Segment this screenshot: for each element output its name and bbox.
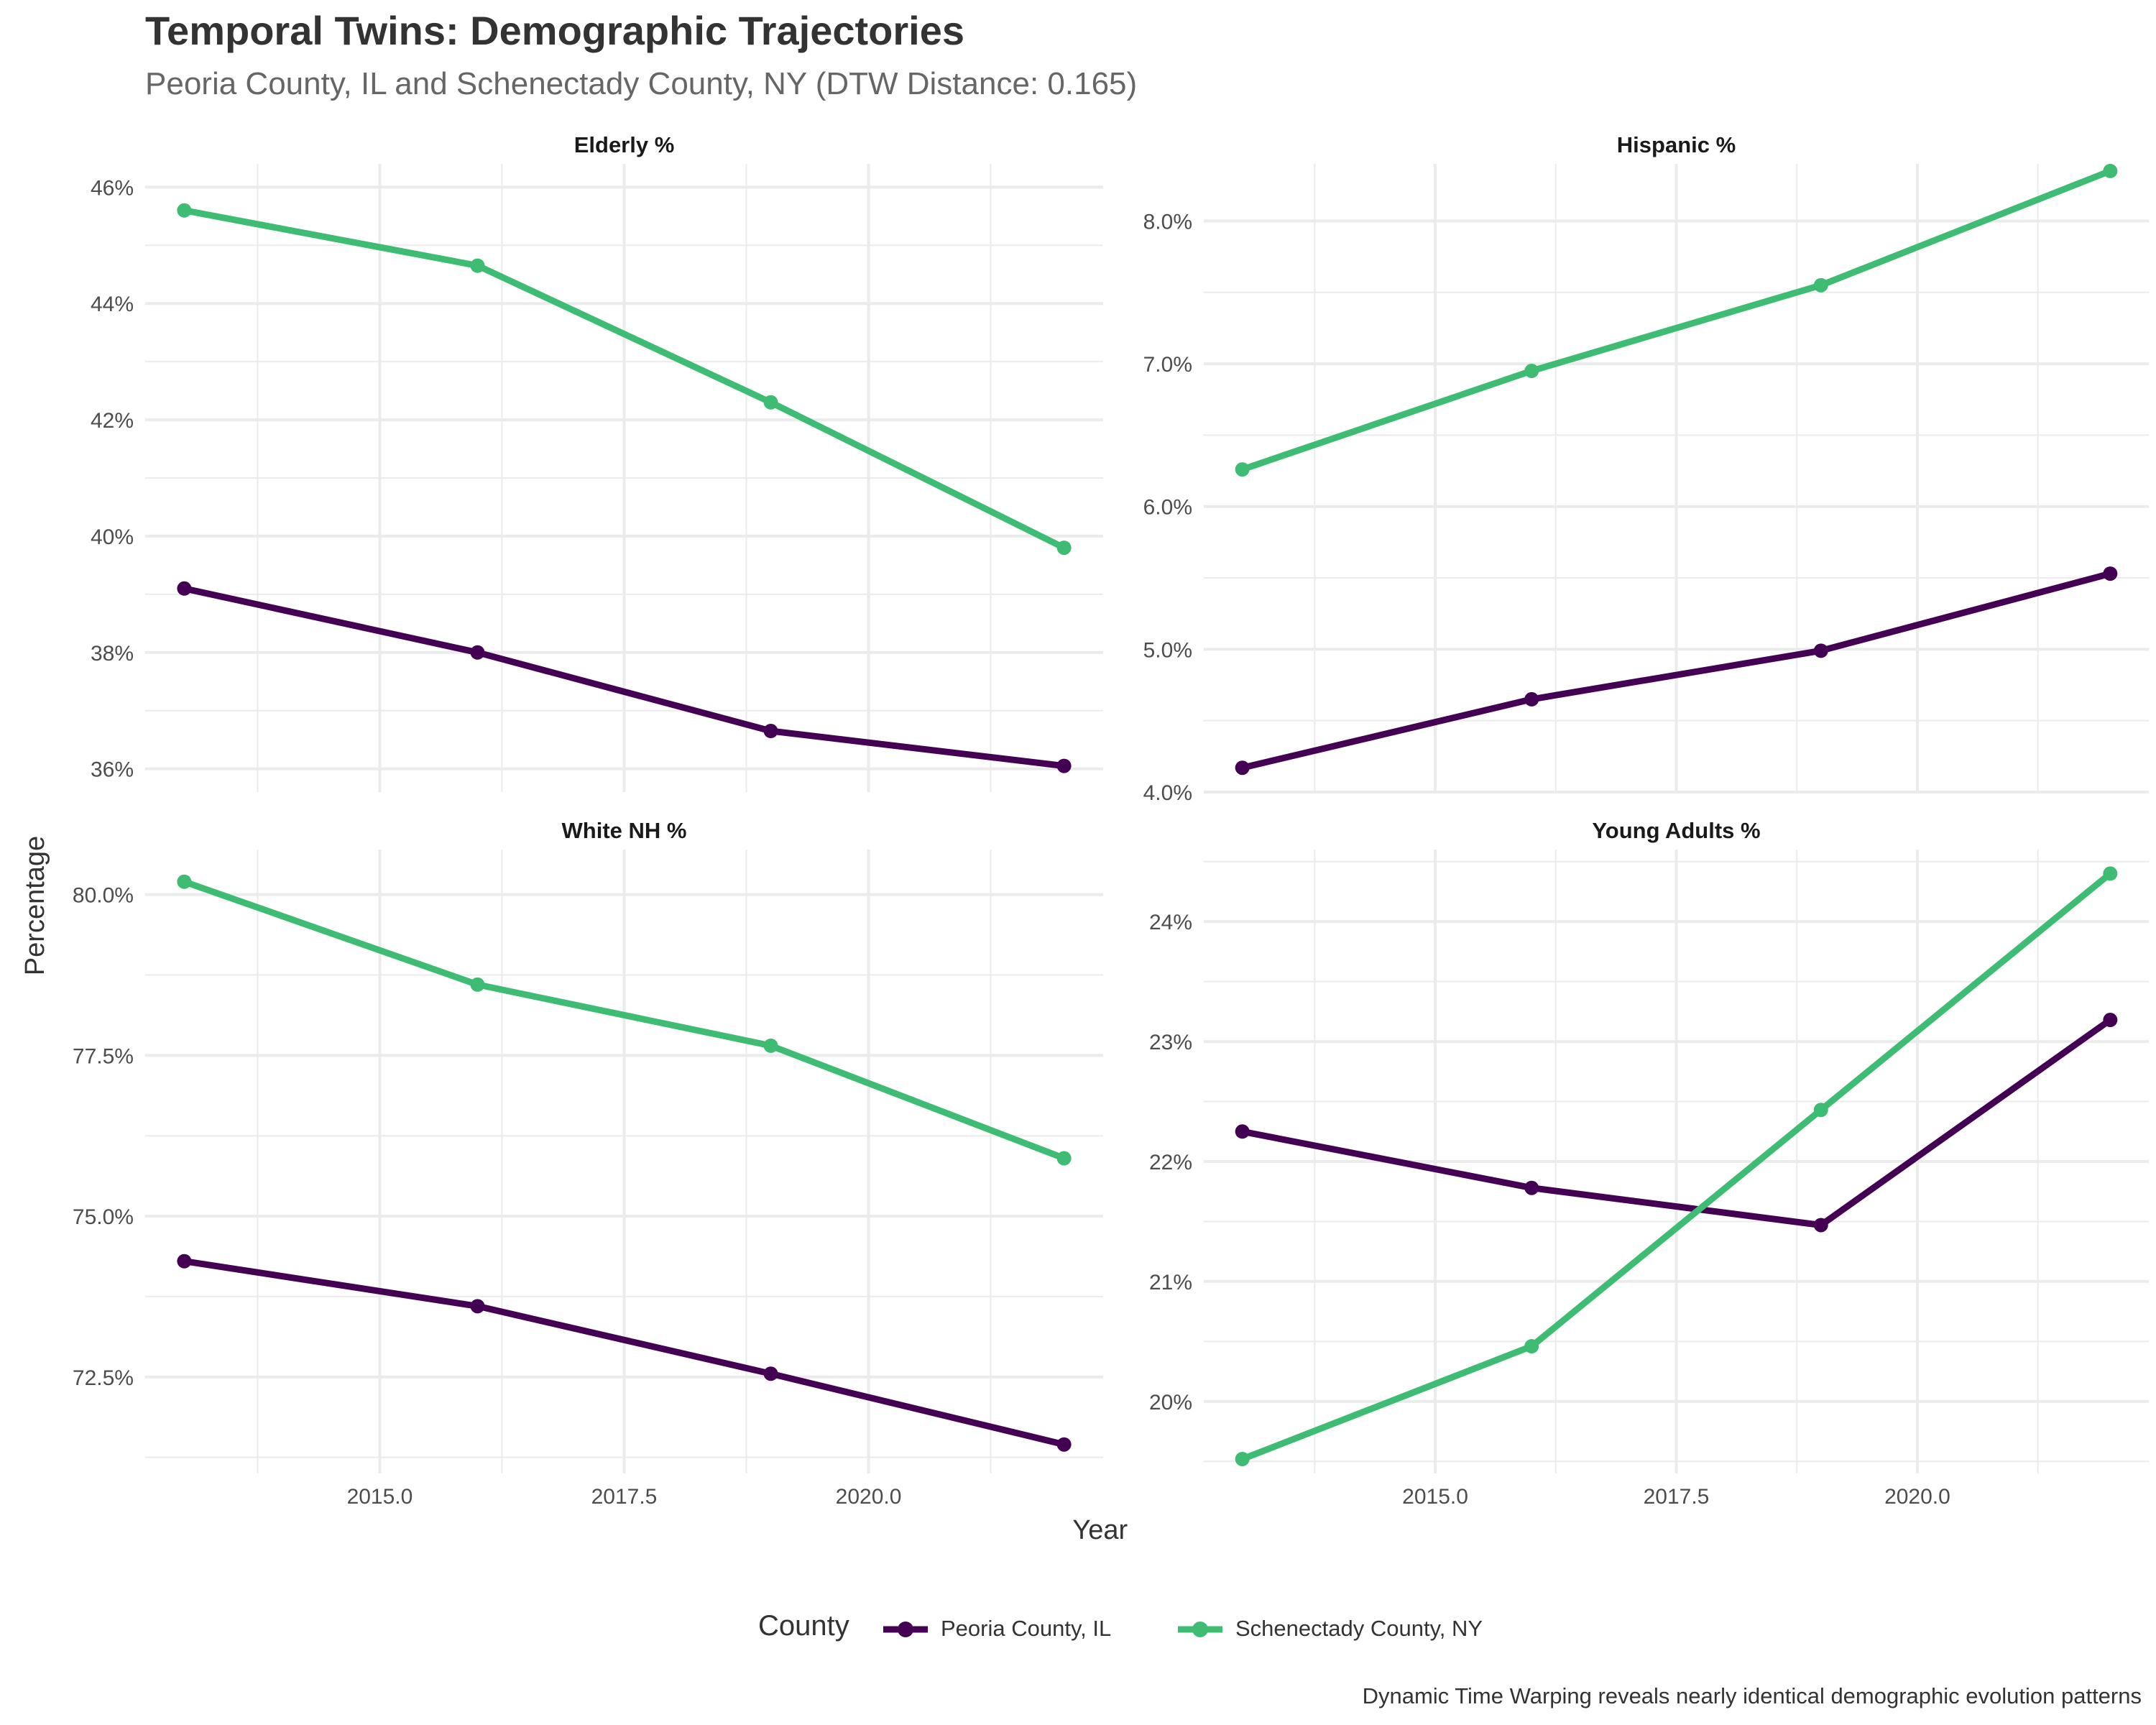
data-point-schenectady <box>1524 364 1539 379</box>
data-point-schenectady <box>1813 277 1828 293</box>
data-point-schenectady <box>1813 1103 1828 1118</box>
series-line-peoria <box>1241 1017 2112 1228</box>
series-line-schenectady <box>183 878 1066 1162</box>
x-axis-label-box: Year <box>1072 1515 1150 1546</box>
panel-hispanic: Hispanic % 4.0% 5.0% 6.0% 7.0% 8.0% <box>1143 132 2149 805</box>
data-point-schenectady <box>470 258 485 273</box>
data-point-schenectady <box>1235 1451 1250 1466</box>
data-point-peoria <box>2103 566 2118 581</box>
data-point-peoria <box>1056 1437 1072 1452</box>
chart-title: Temporal Twins: Demographic Trajectories <box>145 8 964 53</box>
faceted-line-chart: Elderly % 36% 38% 40% 42% 44% 46% Hispanic % 4.0… <box>73 132 2149 1509</box>
data-point-schenectady <box>763 395 778 410</box>
series-line-schenectady <box>1241 870 2113 1463</box>
series-line-peoria <box>183 585 1065 770</box>
x-tick-label: 2017.5 <box>591 1485 658 1509</box>
data-point-schenectady <box>177 874 192 889</box>
y-tick-label: 44% <box>91 293 134 316</box>
panel-title-elderly: Elderly % <box>574 132 675 157</box>
y-tick-label: 40% <box>91 525 134 549</box>
y-tick-label: 38% <box>91 642 134 666</box>
data-point-schenectady <box>2103 163 2118 178</box>
y-tick-label: 24% <box>1149 911 1192 934</box>
data-point-peoria <box>470 645 485 660</box>
data-point-peoria <box>2103 1013 2118 1028</box>
data-point-peoria <box>470 1299 485 1314</box>
y-tick-label: 77.5% <box>73 1044 134 1068</box>
x-tick-label: 2020.0 <box>836 1485 902 1509</box>
y-axis-label: Percentage <box>20 835 50 976</box>
panel-title-white-nh: White NH % <box>562 818 687 843</box>
legend-key-peoria <box>883 1622 928 1637</box>
data-point-peoria <box>763 1366 778 1381</box>
legend-label-peoria: Peoria County, IL <box>941 1616 1112 1641</box>
y-tick-label: 36% <box>91 758 134 782</box>
data-point-peoria <box>1524 691 1539 707</box>
series-line-schenectady <box>183 207 1066 551</box>
data-point-peoria <box>1056 758 1072 773</box>
panel-title-young-adults: Young Adults % <box>1592 818 1760 843</box>
panel-white-nh: White NH % 72.5% 75.0% 77.5% 80.0% 2015.0 2017… <box>73 818 1103 1509</box>
data-point-peoria <box>1813 1218 1828 1233</box>
data-point-schenectady <box>2103 866 2118 881</box>
data-point-schenectady <box>763 1038 778 1053</box>
legend-label-schenectady: Schenectady County, NY <box>1235 1616 1483 1641</box>
y-tick-label: 20% <box>1149 1391 1192 1414</box>
series-line-peoria <box>183 1258 1065 1448</box>
x-axis-label: Year <box>1072 1515 1128 1545</box>
y-tick-label: 23% <box>1149 1031 1192 1054</box>
x-tick-label: 2020.0 <box>1884 1485 1950 1509</box>
data-point-peoria <box>177 581 192 596</box>
data-point-peoria <box>1235 760 1250 776</box>
y-tick-label: 46% <box>91 176 134 200</box>
data-point-schenectady <box>1235 462 1250 477</box>
data-point-schenectady <box>177 203 192 218</box>
data-point-peoria <box>177 1254 192 1269</box>
y-axis-label-box: Percentage <box>7 836 65 975</box>
x-tick-label: 2015.0 <box>347 1485 413 1509</box>
legend: County Peoria County, IL Schenectady Cou… <box>0 1604 2156 1655</box>
data-point-schenectady <box>1056 1151 1072 1166</box>
x-tick-label: 2015.0 <box>1402 1485 1468 1509</box>
data-point-peoria <box>1813 643 1828 658</box>
legend-title: County <box>758 1610 849 1642</box>
y-tick-label: 4.0% <box>1143 781 1192 805</box>
chart-subtitle: Peoria County, IL and Schenectady County… <box>145 66 1138 101</box>
chart-caption: Dynamic Time Warping reveals nearly iden… <box>1362 1683 2142 1708</box>
y-tick-label: 80.0% <box>73 884 134 908</box>
series-line-schenectady <box>1241 167 2111 473</box>
data-point-peoria <box>1235 1124 1250 1139</box>
panel-title-hispanic: Hispanic % <box>1617 132 1736 157</box>
y-tick-label: 22% <box>1149 1151 1192 1174</box>
data-point-peoria <box>1524 1180 1539 1195</box>
y-tick-label: 72.5% <box>73 1366 134 1390</box>
data-point-schenectady <box>1524 1339 1539 1354</box>
y-tick-label: 6.0% <box>1143 496 1192 520</box>
panel-young-adults: Young Adults % 20% 21% 22% 23% 24% 2015.0 2017.… <box>1149 818 2149 1509</box>
x-tick-label: 2017.5 <box>1644 1485 1710 1509</box>
y-tick-label: 7.0% <box>1143 353 1192 377</box>
y-tick-label: 8.0% <box>1143 210 1192 234</box>
data-point-schenectady <box>470 977 485 992</box>
legend-key-schenectady <box>1178 1622 1222 1637</box>
y-tick-label: 42% <box>91 409 134 433</box>
y-tick-label: 75.0% <box>73 1205 134 1229</box>
data-point-peoria <box>763 724 778 739</box>
y-tick-label: 21% <box>1149 1271 1192 1294</box>
series-line-peoria <box>1241 570 2111 771</box>
y-tick-label: 5.0% <box>1143 638 1192 662</box>
panel-elderly: Elderly % 36% 38% 40% 42% 44% 46% <box>91 132 1103 792</box>
data-point-schenectady <box>1056 540 1072 556</box>
